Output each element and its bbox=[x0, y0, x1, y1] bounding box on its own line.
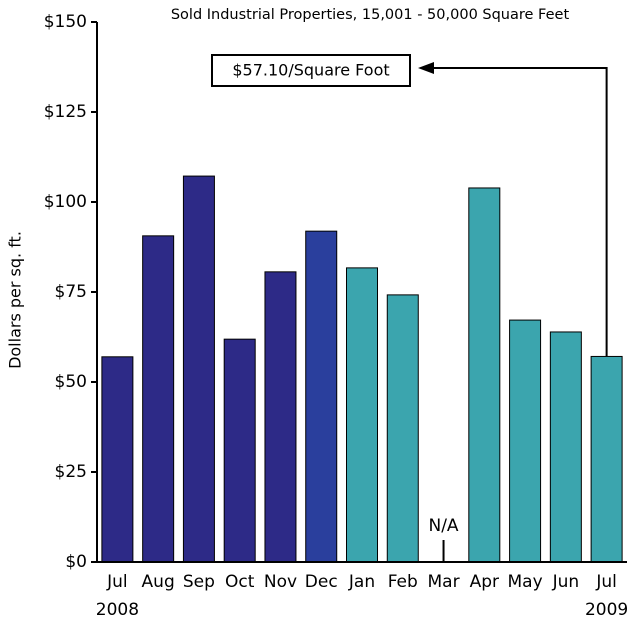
bar bbox=[182, 175, 215, 563]
x-tick-label: Jul bbox=[595, 572, 617, 592]
bar bbox=[549, 331, 582, 563]
x-tick-label: Oct bbox=[225, 572, 255, 592]
x-tick-label: Aug bbox=[142, 572, 175, 592]
x-tick-label: Jul bbox=[106, 572, 128, 592]
x-tick-label: Mar bbox=[427, 572, 459, 592]
bar bbox=[509, 319, 542, 563]
bar bbox=[590, 355, 623, 563]
arrow-head bbox=[418, 62, 434, 74]
annotation-arrow bbox=[428, 67, 608, 357]
y-tick-label: $25 bbox=[55, 462, 87, 482]
bar bbox=[386, 294, 419, 563]
y-tick-label: $100 bbox=[44, 192, 87, 212]
bar bbox=[305, 230, 338, 563]
bar bbox=[468, 187, 501, 563]
bar bbox=[101, 356, 134, 563]
bar bbox=[142, 235, 175, 563]
null-label: N/A bbox=[428, 516, 458, 536]
bar bbox=[264, 271, 297, 563]
chart-title: Sold Industrial Properties, 15,001 - 50,… bbox=[171, 7, 570, 23]
x-tick-label: May bbox=[507, 572, 542, 592]
annotation-box bbox=[211, 54, 411, 87]
x-tick-label: Nov bbox=[264, 572, 297, 592]
annotation: $57.10/Square Foot bbox=[232, 61, 389, 80]
x-tick-label: Jun bbox=[552, 572, 580, 592]
y-tick-label: $75 bbox=[55, 282, 87, 302]
y-tick-label: $150 bbox=[44, 12, 87, 32]
x-tick-label: Dec bbox=[305, 572, 338, 592]
year-label: 2009 bbox=[585, 600, 628, 620]
x-tick-label: Sep bbox=[183, 572, 215, 592]
x-tick-label: Apr bbox=[470, 572, 499, 592]
y-axis-label: Dollars per sq. ft. bbox=[6, 231, 25, 369]
year-label: 2008 bbox=[96, 600, 139, 620]
y-tick-label: $50 bbox=[55, 372, 87, 392]
y-tick-label: $0 bbox=[65, 552, 87, 572]
y-tick-label: $125 bbox=[44, 102, 87, 122]
bar bbox=[346, 267, 378, 563]
x-tick-label: Feb bbox=[388, 572, 418, 592]
bar bbox=[223, 338, 256, 563]
x-tick-label: Jan bbox=[348, 572, 375, 592]
